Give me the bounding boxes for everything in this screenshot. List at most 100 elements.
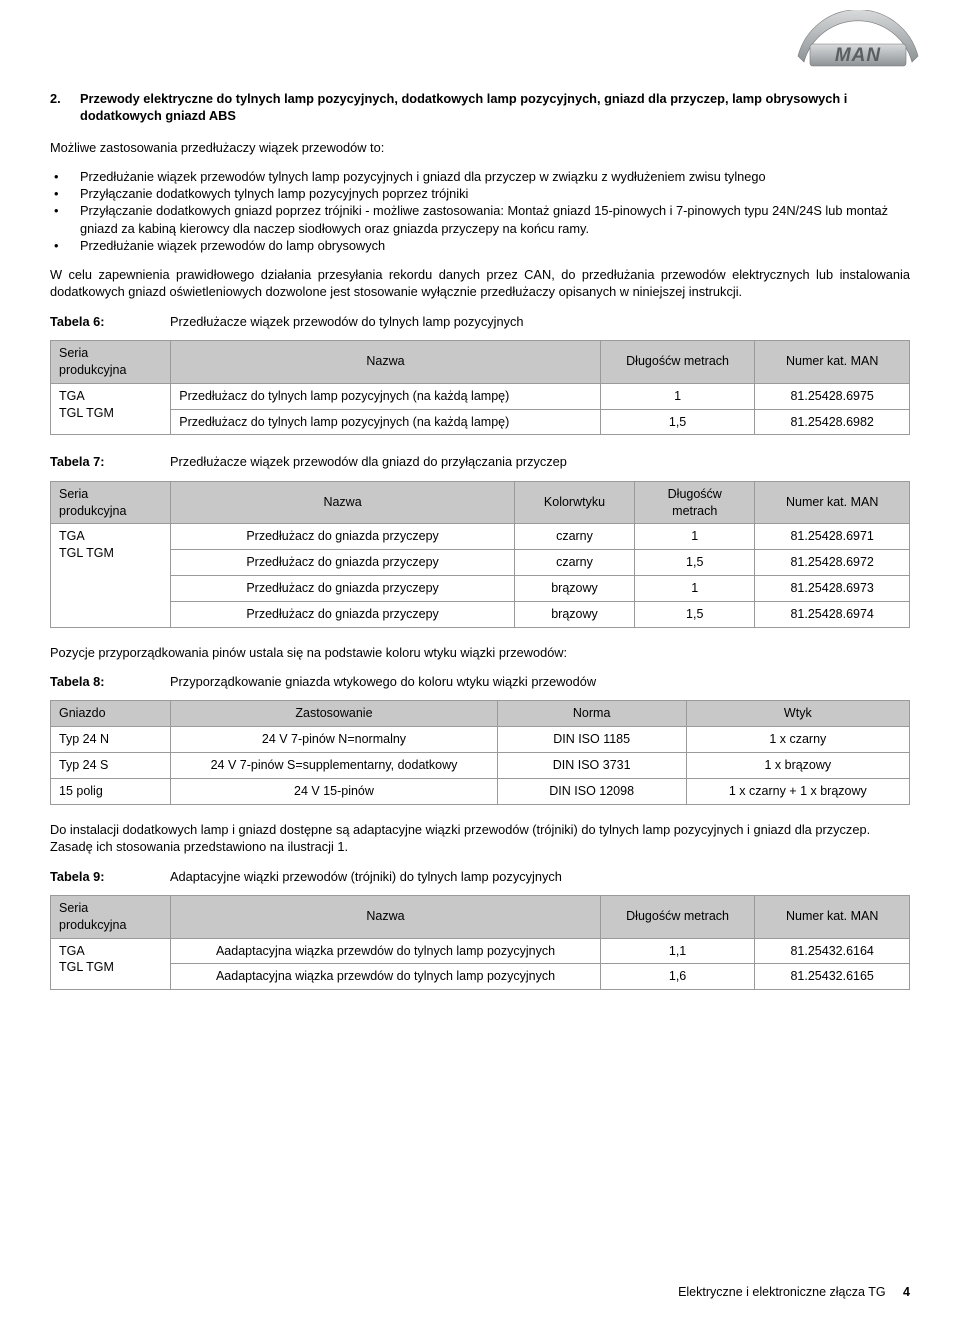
list-item: •Przedłużanie wiązek przewodów tylnych l… (50, 168, 910, 185)
th-series: Seria produkcyjna (51, 895, 171, 938)
table-label-row: Tabela 6: Przedłużacze wiązek przewodów … (50, 313, 910, 330)
th-series: Seria produkcyjna (51, 481, 171, 524)
n-cell: DIN ISO 3731 (497, 753, 686, 779)
kat-cell: 81.25432.6165 (755, 964, 910, 990)
table-9: Seria produkcyjna Nazwa Długośćw metrach… (50, 895, 910, 991)
bullet-text: Przedłużanie wiązek przewodów tylnych la… (80, 168, 910, 185)
bullet-text: Przyłączanie dodatkowych tylnych lamp po… (80, 185, 910, 202)
series-cell: TGA TGL TGM (51, 383, 171, 435)
bullet-list: •Przedłużanie wiązek przewodów tylnych l… (50, 168, 910, 254)
z-cell: 24 V 7-pinów S=supplementarny, dodatkowy (171, 753, 497, 779)
color-cell: brązowy (514, 602, 634, 628)
n-cell: DIN ISO 12098 (497, 779, 686, 805)
table-row: Typ 24 S 24 V 7-pinów S=supplementarny, … (51, 753, 910, 779)
bullet-text: Przyłączanie dodatkowych gniazd poprzez … (80, 202, 910, 237)
kat-cell: 81.25428.6972 (755, 550, 910, 576)
table-row: Przedłużacz do gniazda przyczepy brązowy… (51, 602, 910, 628)
series-cell: TGA TGL TGM (51, 938, 171, 990)
w-cell: 1 x czarny (686, 727, 909, 753)
th-kat: Numer kat. MAN (755, 340, 910, 383)
len-cell: 1 (600, 383, 755, 409)
kat-cell: 81.25428.6975 (755, 383, 910, 409)
list-item: •Przyłączanie dodatkowych tylnych lamp p… (50, 185, 910, 202)
man-logo: MAN (788, 10, 928, 70)
list-item: •Przedłużanie wiązek przewodów do lamp o… (50, 237, 910, 254)
table-label: Tabela 9: (50, 868, 170, 885)
z-cell: 24 V 15-pinów (171, 779, 497, 805)
name-cell: Przedłużacz do gniazda przyczepy (171, 550, 515, 576)
bullet-text: Przedłużanie wiązek przewodów do lamp ob… (80, 237, 910, 254)
page-content: 2. Przewody elektryczne do tylnych lamp … (0, 0, 960, 990)
th-kat: Numer kat. MAN (755, 895, 910, 938)
table-label-row: Tabela 8: Przyporządkowanie gniazda wtyk… (50, 673, 910, 690)
th-n: Norma (497, 701, 686, 727)
th-name: Nazwa (171, 481, 515, 524)
len-cell: 1,5 (635, 602, 755, 628)
color-cell: brązowy (514, 576, 634, 602)
table-6: Seria produkcyjna Nazwa Długośćw metrach… (50, 340, 910, 436)
len-cell: 1 (635, 576, 755, 602)
kat-cell: 81.25428.6971 (755, 524, 910, 550)
logo-text: MAN (835, 45, 882, 66)
w-cell: 1 x brązowy (686, 753, 909, 779)
name-cell: Aadaptacyjna wiązka przewdów do tylnych … (171, 964, 601, 990)
table-row: 15 polig 24 V 15-pinów DIN ISO 12098 1 x… (51, 779, 910, 805)
th-name: Nazwa (171, 340, 601, 383)
table-label-row: Tabela 7: Przedłużacze wiązek przewodów … (50, 453, 910, 470)
len-cell: 1,5 (600, 409, 755, 435)
kat-cell: 81.25428.6982 (755, 409, 910, 435)
len-cell: 1,6 (600, 964, 755, 990)
table-row: Aadaptacyjna wiązka przewdów do tylnych … (51, 964, 910, 990)
z-cell: 24 V 7-pinów N=normalny (171, 727, 497, 753)
table-7: Seria produkcyjna Nazwa Kolorwtyku Długo… (50, 481, 910, 628)
name-cell: Przedłużacz do gniazda przyczepy (171, 576, 515, 602)
table-desc: Przyporządkowanie gniazda wtykowego do k… (170, 673, 910, 690)
series-cell: TGA TGL TGM (51, 524, 171, 628)
table-row: TGA TGL TGM Przedłużacz do tylnych lamp … (51, 383, 910, 409)
paragraph: Pozycje przyporządkowania pinów ustala s… (50, 644, 910, 661)
th-series: Seria produkcyjna (51, 340, 171, 383)
table-desc: Przedłużacze wiązek przewodów do tylnych… (170, 313, 910, 330)
name-cell: Przedłużacz do tylnych lamp pozycyjnych … (171, 383, 601, 409)
kat-cell: 81.25432.6164 (755, 938, 910, 964)
w-cell: 1 x czarny + 1 x brązowy (686, 779, 909, 805)
g-cell: Typ 24 S (51, 753, 171, 779)
table-desc: Przedłużacze wiązek przewodów dla gniazd… (170, 453, 910, 470)
list-item: •Przyłączanie dodatkowych gniazd poprzez… (50, 202, 910, 237)
table-label: Tabela 7: (50, 453, 170, 470)
intro-text: Możliwe zastosowania przedłużaczy wiązek… (50, 139, 910, 156)
len-cell: 1 (635, 524, 755, 550)
th-len: Długośćw metrach (600, 340, 755, 383)
name-cell: Przedłużacz do gniazda przyczepy (171, 524, 515, 550)
table-desc: Adaptacyjne wiązki przewodów (trójniki) … (170, 868, 910, 885)
kat-cell: 81.25428.6973 (755, 576, 910, 602)
footer-title: Elektryczne i elektroniczne złącza TG (678, 1285, 886, 1299)
color-cell: czarny (514, 524, 634, 550)
g-cell: Typ 24 N (51, 727, 171, 753)
th-len: Długośćw metrach (635, 481, 755, 524)
table-label: Tabela 8: (50, 673, 170, 690)
name-cell: Aadaptacyjna wiązka przewdów do tylnych … (171, 938, 601, 964)
table-label-row: Tabela 9: Adaptacyjne wiązki przewodów (… (50, 868, 910, 885)
th-color: Kolorwtyku (514, 481, 634, 524)
kat-cell: 81.25428.6974 (755, 602, 910, 628)
th-z: Zastosowanie (171, 701, 497, 727)
table-row: Przedłużacz do tylnych lamp pozycyjnych … (51, 409, 910, 435)
page-footer: Elektryczne i elektroniczne złącza TG 4 (678, 1285, 910, 1299)
th-w: Wtyk (686, 701, 909, 727)
table-row: Przedłużacz do gniazda przyczepy czarny … (51, 550, 910, 576)
th-kat: Numer kat. MAN (755, 481, 910, 524)
table-label: Tabela 6: (50, 313, 170, 330)
name-cell: Przedłużacz do gniazda przyczepy (171, 602, 515, 628)
th-g: Gniazdo (51, 701, 171, 727)
th-len: Długośćw metrach (600, 895, 755, 938)
color-cell: czarny (514, 550, 634, 576)
section-number: 2. (50, 90, 80, 125)
th-name: Nazwa (171, 895, 601, 938)
table-row: Przedłużacz do gniazda przyczepy brązowy… (51, 576, 910, 602)
table-row: TGA TGL TGM Aadaptacyjna wiązka przewdów… (51, 938, 910, 964)
n-cell: DIN ISO 1185 (497, 727, 686, 753)
table-row: TGA TGL TGM Przedłużacz do gniazda przyc… (51, 524, 910, 550)
name-cell: Przedłużacz do tylnych lamp pozycyjnych … (171, 409, 601, 435)
table-row: Typ 24 N 24 V 7-pinów N=normalny DIN ISO… (51, 727, 910, 753)
